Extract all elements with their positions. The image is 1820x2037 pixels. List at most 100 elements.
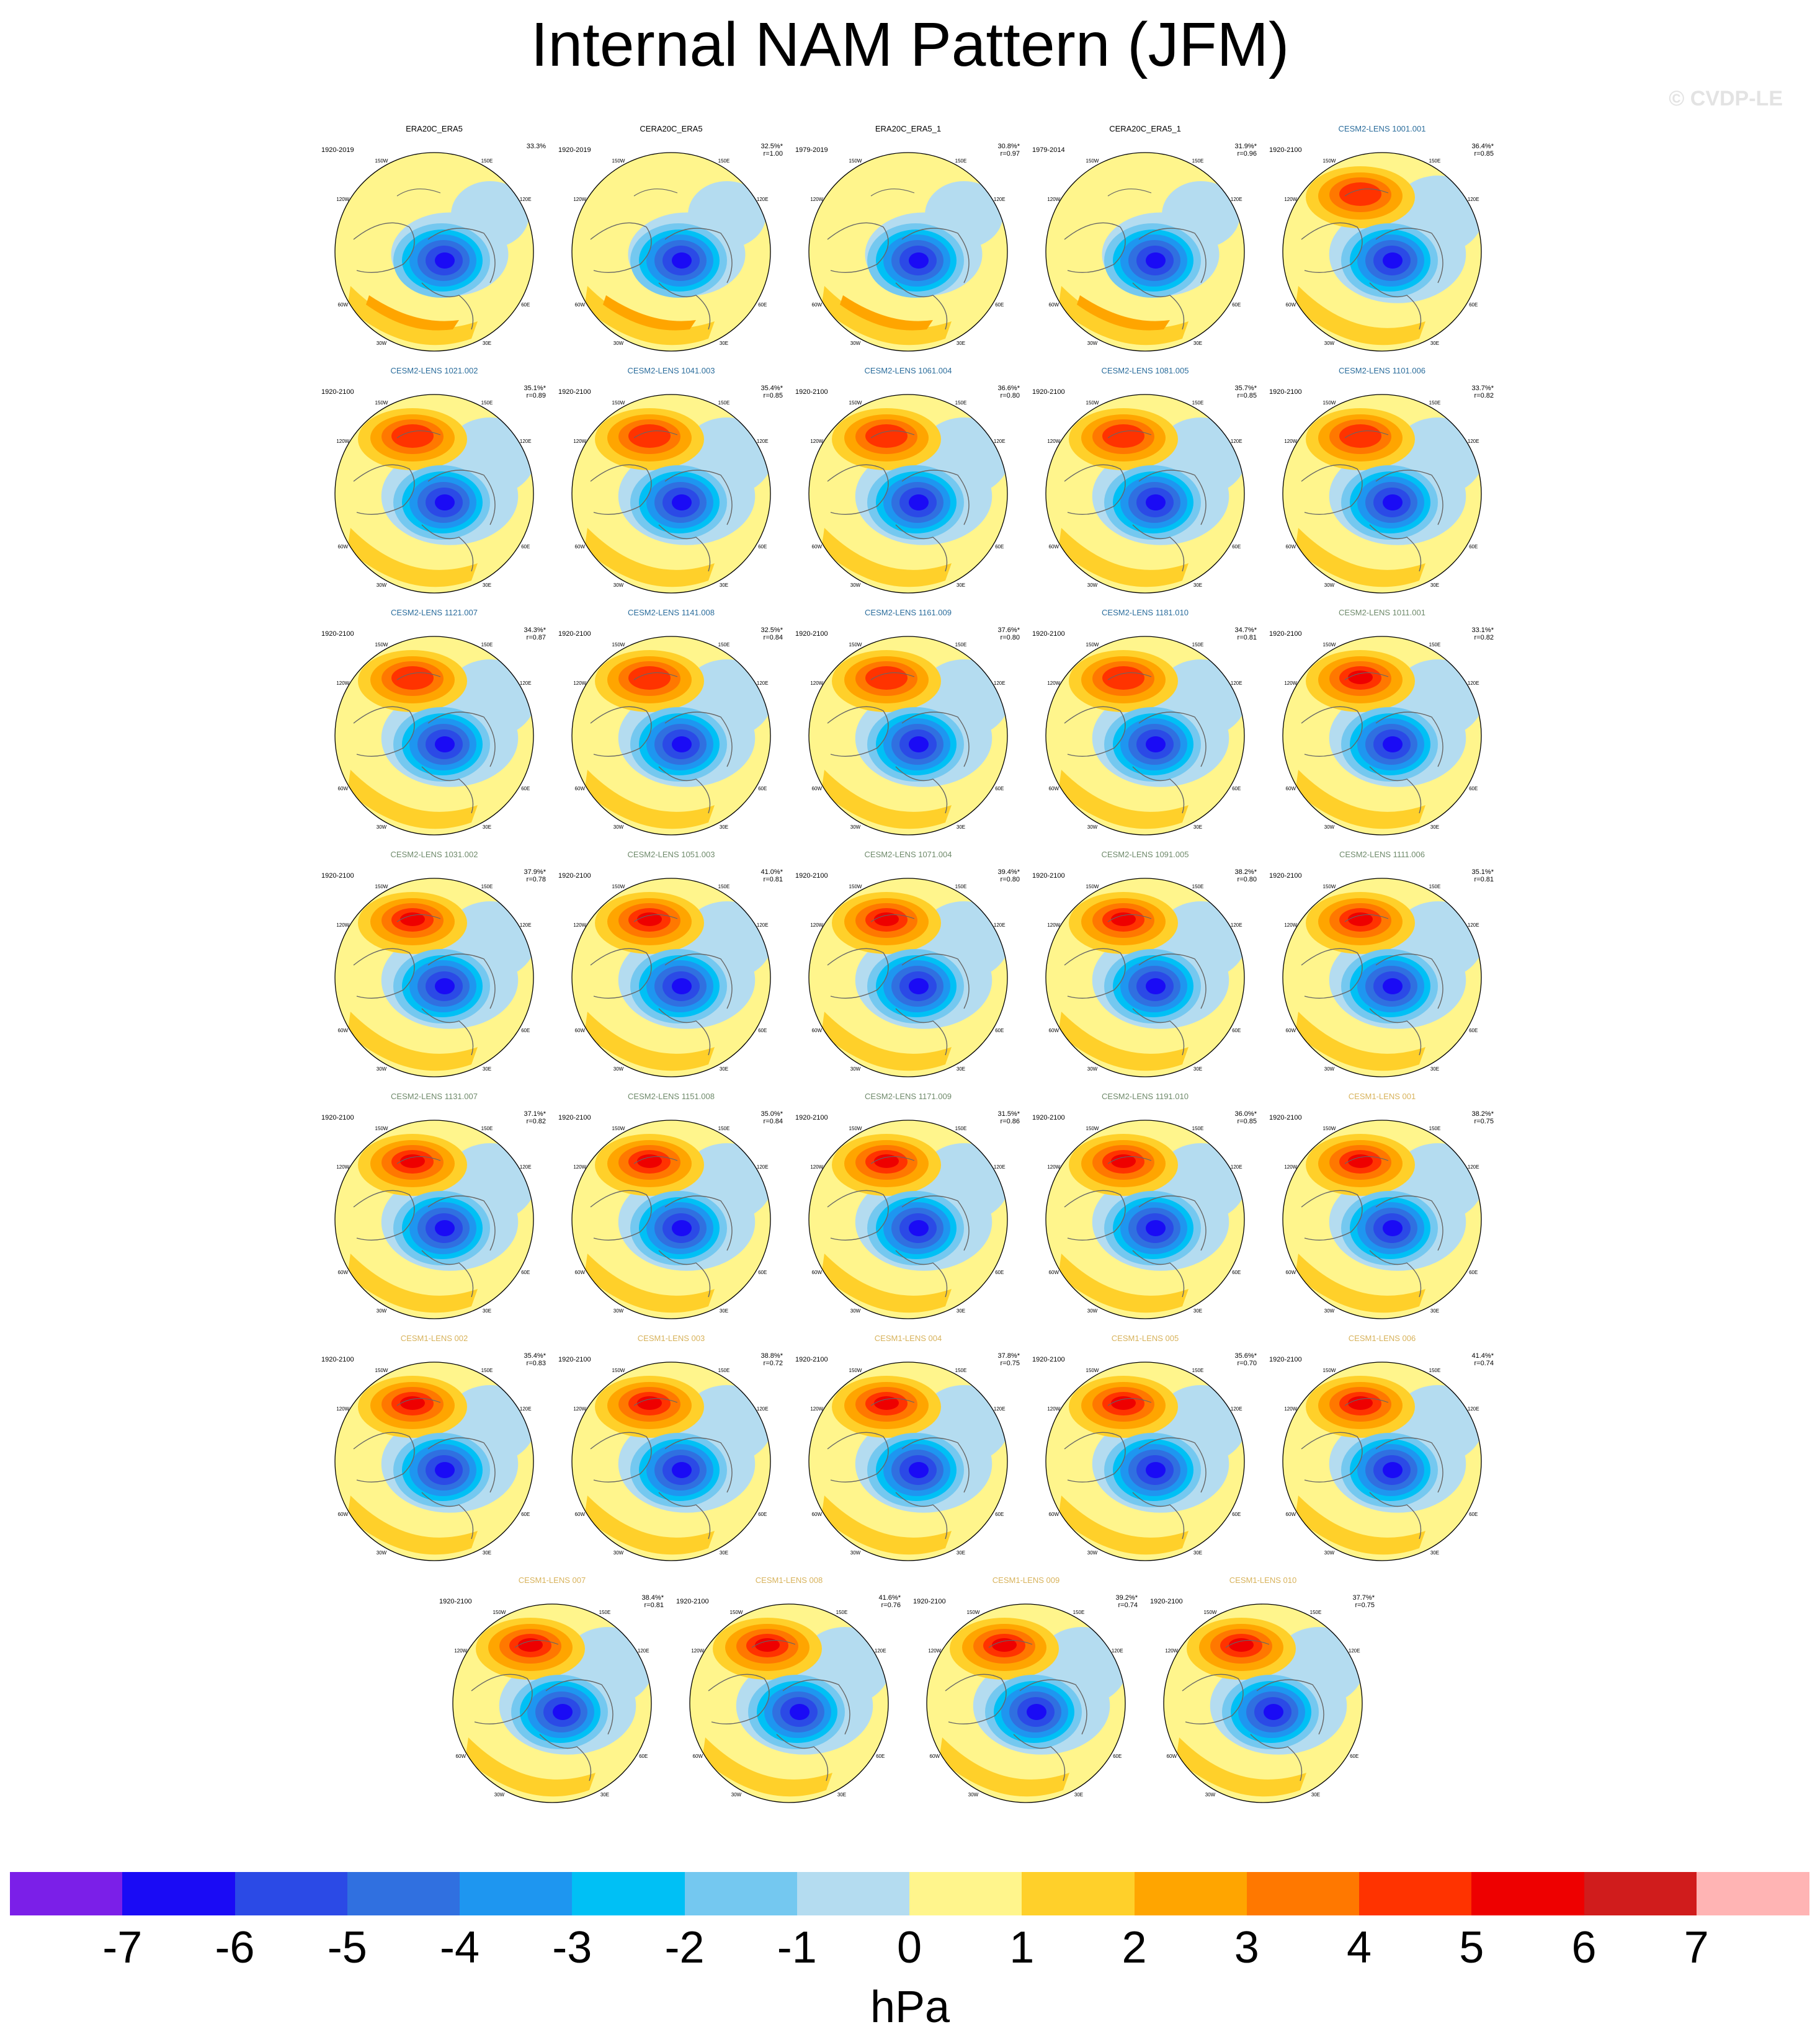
longitude-label: 60E — [995, 1512, 1004, 1517]
panel-title: CESM2-LENS 1111.006 — [1339, 850, 1425, 859]
map-panel: ERA20C_ERA5_11979-201930.8%*r=0.97180150… — [790, 124, 1026, 360]
panel-years: 1920-2100 — [1269, 1114, 1302, 1121]
longitude-label: 30W — [494, 1792, 505, 1798]
longitude-label: 150W — [1323, 400, 1336, 406]
longitude-label: 30W — [850, 341, 861, 346]
longitude-label: 30W — [377, 1066, 387, 1072]
longitude-label: 30E — [1193, 1550, 1202, 1556]
panel-stats: 35.7%* r=0.85 — [1235, 385, 1257, 399]
panel-variance: 34.3%* — [524, 626, 546, 634]
longitude-label: 120W — [810, 439, 823, 444]
longitude-label: 120W — [1047, 922, 1060, 928]
panel-stats: 33.1%* r=0.82 — [1472, 626, 1494, 641]
panel-stats: 35.6%* r=0.70 — [1235, 1352, 1257, 1367]
longitude-label: 30E — [1193, 1308, 1202, 1314]
longitude-label: 150E — [718, 642, 730, 648]
panel-stats: 35.1%* r=0.81 — [1472, 868, 1494, 883]
longitude-label: 120E — [1468, 922, 1479, 928]
panel-variance: 37.8%* — [997, 1352, 1020, 1360]
panel-title: CESM2-LENS 1081.005 — [1101, 366, 1189, 375]
panel-variance: 41.4%* — [1471, 1352, 1494, 1360]
panel-variance: 32.5%* — [761, 626, 783, 634]
longitude-label: 120E — [757, 1406, 769, 1412]
longitude-label: 150W — [375, 884, 388, 889]
longitude-label: 150E — [1310, 1610, 1322, 1615]
longitude-label: 60E — [521, 1270, 530, 1275]
map-panel: CESM2-LENS 1151.008 1920-2100 35.0%* r=0.84… — [553, 1092, 789, 1327]
panel-title: CESM2-LENS 1051.003 — [627, 850, 715, 859]
longitude-label: 150W — [612, 642, 625, 648]
longitude-label: 150W — [1323, 1368, 1336, 1373]
longitude-label: 120E — [1468, 1406, 1479, 1412]
panel-years: 1920-2100 — [1150, 1598, 1183, 1605]
panel-variance: 35.4%* — [761, 385, 783, 392]
longitude-label: 60E — [995, 544, 1004, 550]
panel-stats: 37.7%* r=0.75 — [1353, 1594, 1375, 1609]
panel-correlation: r=0.89 — [526, 392, 546, 399]
panel-correlation: r=0.75 — [1474, 1118, 1494, 1125]
panel-stats: 32.5%* r=0.84 — [761, 626, 783, 641]
longitude-label: 120W — [336, 1406, 349, 1412]
longitude-label: 60E — [1469, 544, 1478, 550]
longitude-label: 30E — [720, 1550, 728, 1556]
panel-correlation: r=0.74 — [1118, 1602, 1138, 1609]
panel-years: 1979-2019 — [795, 146, 828, 154]
panel-stats: 37.9%* r=0.78 — [524, 868, 546, 883]
panel-title: CESM2-LENS 1001.001 — [1338, 124, 1426, 133]
panel-stats: 31.9%* r=0.96 — [1235, 143, 1257, 158]
longitude-label: 30W — [850, 1066, 861, 1072]
map-panel: CESM1-LENS 0041920-210037.8%*r=0.7518015… — [790, 1334, 1026, 1569]
polar-map: 180150E120E90E60E30E030W60W90W120W150W — [808, 878, 1008, 1077]
panel-stats: 35.0%* r=0.84 — [761, 1110, 783, 1125]
panel-stats: 38.2%* r=0.80 — [1235, 868, 1257, 883]
polar-map: 180150E120E90E60E30E030W60W90W120W150W — [1045, 152, 1245, 352]
longitude-label: 150W — [612, 400, 625, 406]
panel-stats: 39.4%* r=0.80 — [998, 868, 1020, 883]
colorbar-swatch — [10, 1872, 123, 1915]
panel-variance: 38.2%* — [1234, 868, 1257, 876]
longitude-label: 150W — [849, 158, 862, 164]
colorbar-swatch — [234, 1872, 348, 1915]
panel-correlation: r=0.85 — [763, 392, 783, 399]
longitude-label: 150E — [718, 158, 730, 164]
panel-stats: 36.4%* r=0.85 — [1472, 143, 1494, 158]
longitude-label: 60W — [1049, 1028, 1059, 1033]
panel-title: CESM1-LENS 004 — [874, 1334, 942, 1343]
longitude-label: 120W — [1284, 1164, 1297, 1170]
panel-title: CESM1-LENS 008 — [755, 1576, 823, 1585]
longitude-label: 120E — [1231, 197, 1242, 202]
map-panel: CESM1-LENS 0101920-210037.7%*r=0.7518015… — [1145, 1576, 1381, 1811]
colorbar-tick-label: 7 — [1684, 1923, 1709, 1972]
panel-variance: 33.1%* — [1471, 626, 1494, 634]
longitude-label: 120W — [1047, 1164, 1060, 1170]
longitude-label: 60W — [812, 1028, 823, 1033]
longitude-label: 120E — [520, 1406, 532, 1412]
longitude-label: 150E — [955, 400, 967, 406]
longitude-label: 120E — [875, 1648, 886, 1654]
panel-title: CESM1-LENS 007 — [518, 1576, 586, 1585]
longitude-label: 30E — [1193, 582, 1202, 588]
panel-stats: 33.7%* r=0.82 — [1472, 385, 1494, 399]
longitude-label: 60E — [521, 1028, 530, 1033]
longitude-label: 120W — [1047, 439, 1060, 444]
longitude-label: 60E — [521, 786, 530, 791]
panel-variance: 35.1%* — [1471, 868, 1494, 876]
longitude-label: 60W — [1049, 544, 1059, 550]
longitude-label: 60E — [1469, 786, 1478, 791]
longitude-label: 150E — [481, 1126, 493, 1131]
longitude-label: 120E — [520, 197, 532, 202]
longitude-label: 120W — [928, 1648, 941, 1654]
panel-variance: 41.0%* — [761, 868, 783, 876]
longitude-label: 30E — [600, 1792, 609, 1798]
panel-variance: 36.4%* — [1471, 143, 1494, 150]
panel-title: CESM2-LENS 1021.002 — [390, 366, 478, 375]
panel-years: 1920-2100 — [321, 1356, 354, 1363]
longitude-label: 120E — [1468, 1164, 1479, 1170]
panel-title: CESM2-LENS 1171.009 — [865, 1092, 952, 1101]
longitude-label: 120W — [810, 680, 823, 686]
longitude-label: 30E — [1074, 1792, 1083, 1798]
panel-correlation: r=0.80 — [1000, 392, 1020, 399]
colorbar-swatch — [1359, 1872, 1472, 1915]
longitude-label: 150E — [1192, 158, 1204, 164]
longitude-label: 30W — [377, 341, 387, 346]
